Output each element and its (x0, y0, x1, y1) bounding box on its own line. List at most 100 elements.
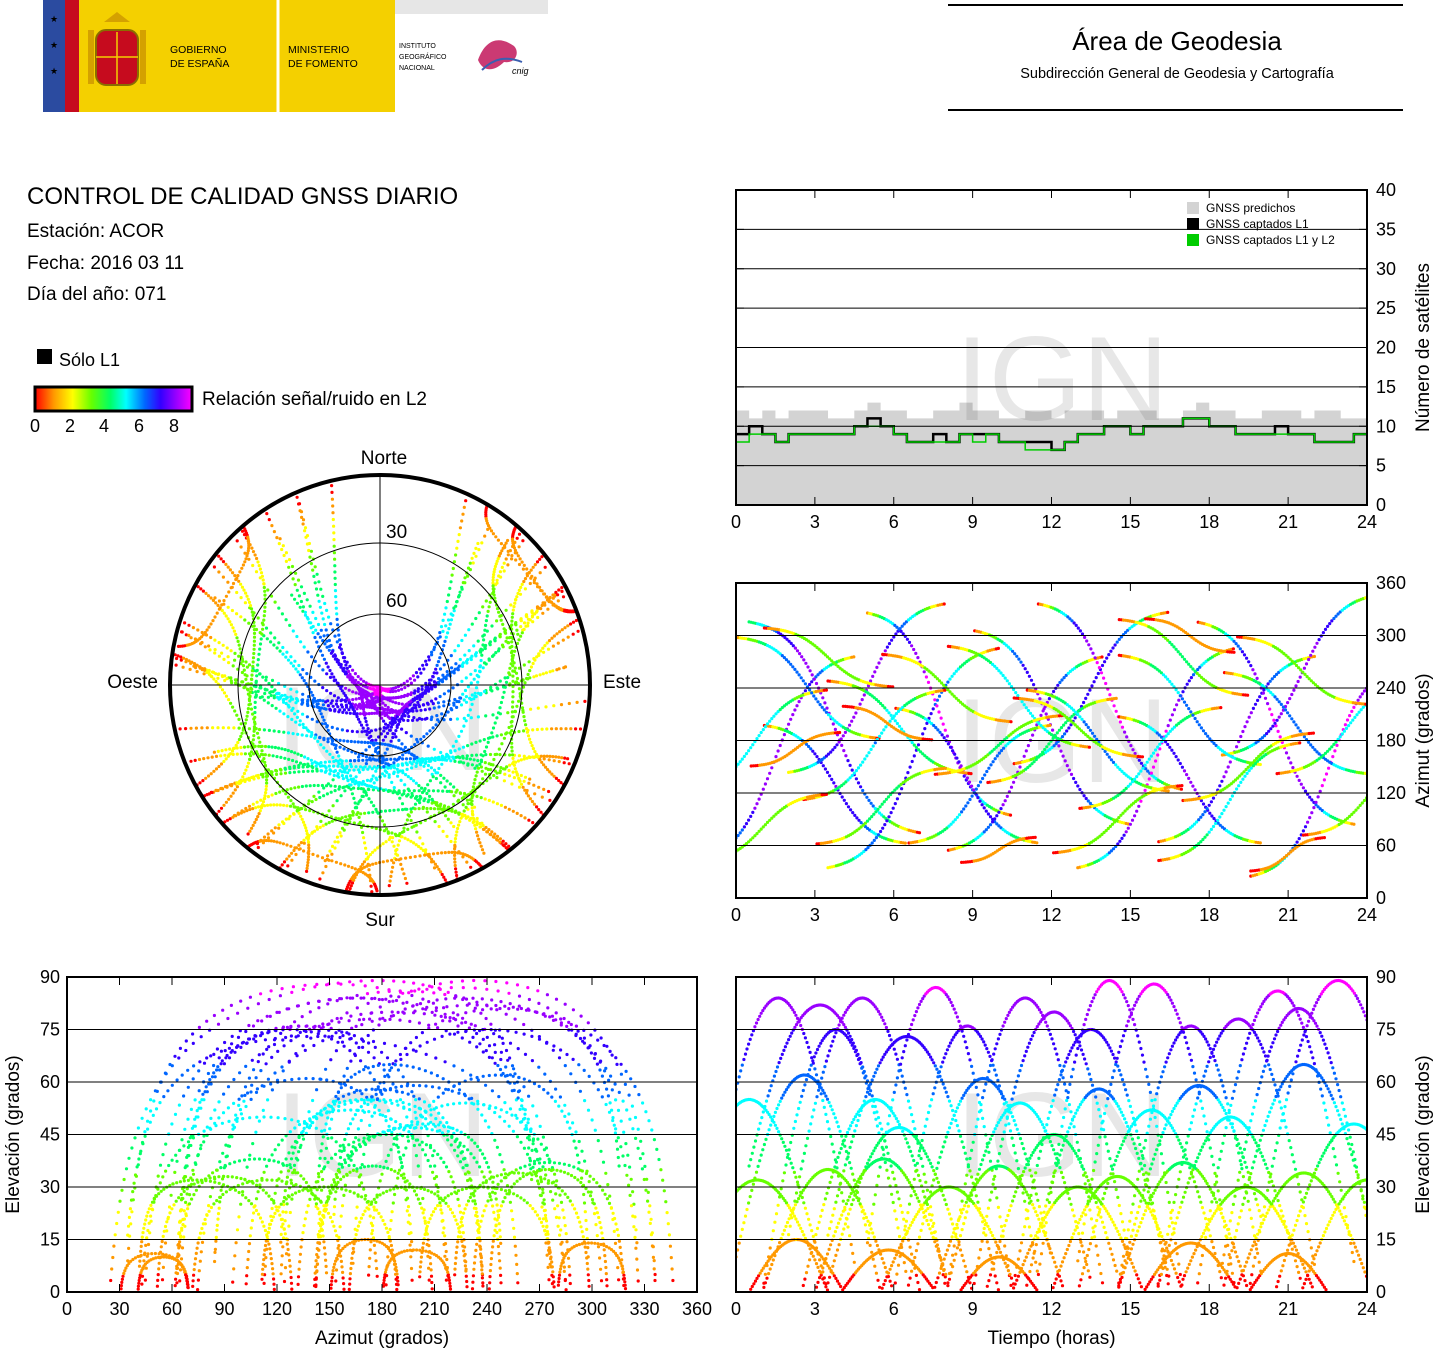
track-point (246, 832, 250, 836)
track-point (366, 767, 370, 771)
track-point (474, 546, 478, 551)
track-point (412, 841, 416, 845)
track-point (335, 617, 339, 622)
track-point (468, 798, 472, 802)
track-point (409, 795, 413, 799)
track-point (348, 711, 352, 715)
track-point (281, 544, 285, 548)
track-point (337, 787, 341, 791)
track-point (232, 726, 236, 730)
track-point (492, 590, 496, 594)
track-point (229, 586, 233, 590)
track-point (401, 808, 405, 812)
track-point (1100, 663, 1105, 668)
track-point (993, 817, 997, 821)
track-point (946, 742, 951, 746)
track-point (266, 695, 270, 699)
track-point (453, 759, 457, 764)
track-point (492, 593, 496, 597)
track-point (386, 731, 390, 736)
track-point (420, 790, 425, 795)
track-point (843, 730, 848, 735)
track-point (335, 750, 339, 754)
track-point (1318, 807, 1322, 811)
track-point (455, 705, 459, 710)
track-point (840, 795, 844, 799)
track-point (409, 807, 413, 811)
track-point (302, 645, 306, 649)
track-point (251, 738, 255, 742)
track-point (545, 641, 549, 645)
track-point (508, 763, 512, 767)
satellite-track (484, 504, 577, 613)
track-point (363, 782, 367, 787)
track-point (361, 726, 365, 730)
track-point (829, 750, 833, 754)
track-point (1238, 647, 1242, 651)
track-point (322, 718, 326, 722)
track-point (339, 794, 343, 798)
track-point (448, 622, 452, 626)
track-point (453, 850, 457, 855)
track-point (525, 730, 530, 734)
track-point (256, 658, 260, 662)
track-point (428, 794, 432, 799)
cnig-text: cnig (512, 66, 529, 76)
track-point (340, 651, 344, 656)
track-point (1308, 795, 1312, 799)
track-point (261, 800, 266, 804)
track-point (284, 697, 288, 701)
track-point (406, 775, 410, 779)
track-point (787, 639, 791, 643)
track-point (435, 714, 439, 718)
track-point (525, 567, 529, 571)
track-point (1289, 761, 1293, 765)
track-point (418, 794, 422, 799)
track-point (325, 672, 329, 676)
track-point (334, 816, 338, 820)
track-point (281, 820, 285, 824)
track-point (516, 759, 521, 763)
y-tick-label: 10 (1376, 416, 1396, 436)
track-point (374, 747, 378, 751)
track-point (523, 719, 527, 723)
track-point (850, 768, 854, 772)
track-point (377, 735, 381, 739)
track-point (240, 529, 245, 533)
track-point (470, 753, 474, 758)
track-point (183, 621, 187, 625)
track-point (246, 707, 250, 711)
track-point (1168, 745, 1172, 749)
track-point (546, 607, 550, 611)
track-point (347, 688, 351, 692)
track-point (525, 676, 529, 681)
track-point (405, 807, 409, 811)
y-tick-label: 15 (1376, 377, 1396, 397)
track-point (376, 846, 380, 850)
track-point (443, 758, 447, 762)
track-point (376, 751, 380, 756)
track-point (413, 807, 417, 811)
track-point (224, 757, 228, 761)
track-point (497, 747, 501, 751)
ign-logo-band (395, 0, 548, 14)
track-point (387, 838, 391, 842)
eu-star-icon: ★ (50, 66, 58, 76)
track-point (222, 657, 226, 662)
track-point (315, 767, 319, 771)
track-point (871, 674, 875, 679)
track-point (995, 814, 999, 818)
track-point (536, 615, 540, 620)
track-point (321, 686, 325, 690)
track-point (1210, 814, 1214, 818)
track-point (406, 718, 410, 723)
track-point (315, 702, 319, 707)
track-point (511, 612, 515, 616)
track-point (491, 835, 495, 839)
track-point (231, 626, 235, 630)
track-point (551, 755, 555, 759)
track-point (257, 736, 261, 740)
track-point (309, 549, 313, 553)
track-point (491, 735, 495, 739)
track-point (390, 780, 394, 785)
